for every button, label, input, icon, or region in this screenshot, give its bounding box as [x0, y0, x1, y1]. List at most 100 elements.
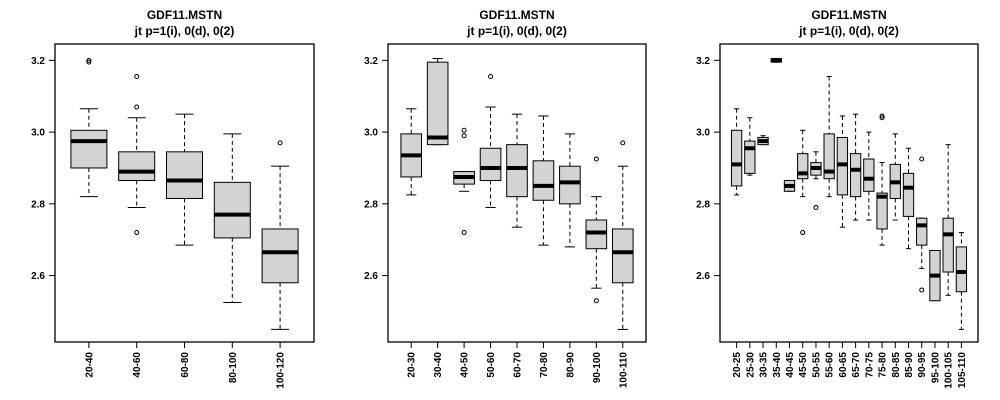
x-tick-label: 50-60 [486, 352, 497, 378]
box-30-35 [757, 135, 769, 146]
outlier-point [86, 57, 92, 63]
outlier-point [879, 113, 885, 119]
box-85-90 [902, 147, 915, 250]
box-70-75 [863, 131, 875, 221]
outlier-point [879, 115, 885, 121]
box-65-70 [849, 113, 862, 221]
outlier-point [488, 73, 494, 79]
x-tick-label: 90-95 [917, 352, 928, 378]
y-tick-label: 3.2 [364, 56, 378, 67]
iqr-box [916, 217, 928, 246]
outlier-point [919, 287, 925, 293]
x-tick-label: 65-70 [851, 352, 862, 378]
plot-frame [719, 43, 979, 343]
box-105-110 [955, 232, 968, 330]
chart-panel-2: GDF11.MSTN jt p=1(i), 0(d), 0(2) 2.6 2.8 3.0… [364, 8, 647, 389]
box-40-60 [118, 73, 156, 236]
y-tick-label: 2.6 [364, 271, 378, 282]
outlier-point [134, 73, 140, 79]
iqr-box [849, 153, 862, 198]
x-tick-label: 80-90 [565, 352, 576, 378]
x-tick-label: 20-25 [732, 352, 743, 378]
outlier-point [461, 230, 467, 236]
chart-title: GDF11.MSTN [811, 8, 886, 22]
box-40-45 [783, 180, 796, 192]
y-tick-label: 2.8 [696, 199, 710, 210]
chart-title: GDF11.MSTN [147, 8, 222, 22]
box-40-50 [453, 127, 475, 236]
box-60-65 [836, 115, 849, 228]
chart-subtitle: jt p=1(i), 0(d), 0(2) [466, 24, 567, 38]
outlier-point [593, 298, 599, 304]
x-tick-label: 70-80 [539, 352, 550, 378]
x-tick-label: 40-60 [132, 352, 143, 378]
outlier-point [277, 140, 283, 146]
iqr-box [611, 228, 634, 284]
chart-panel-3: GDF11.MSTN jt p=1(i), 0(d), 0(2) 2.6 2.8 3.0… [696, 8, 979, 389]
iqr-box [118, 151, 156, 182]
chart-subtitle: jt p=1(i), 0(d), 0(2) [798, 24, 899, 38]
x-tick-label: 40-50 [460, 352, 471, 378]
x-tick-label: 60-70 [513, 352, 524, 378]
y-tick-label: 3.0 [696, 128, 710, 139]
x-tick-label: 105-110 [957, 352, 968, 389]
x-tick-label: 30-40 [433, 352, 444, 378]
box-80-100 [213, 133, 251, 304]
box-75-80 [876, 113, 888, 246]
x-tick-label: 100-120 [276, 352, 287, 389]
y-tick-label: 3.2 [31, 56, 45, 67]
iqr-box [902, 172, 915, 217]
x-tick-label: 45-50 [798, 352, 809, 378]
outlier-point [461, 127, 467, 133]
x-tick-label: 25-30 [745, 352, 756, 378]
box-50-55 [810, 151, 822, 210]
x-tick-label: 85-90 [904, 352, 915, 378]
box-80-90 [559, 133, 581, 248]
x-tick-label: 40-45 [785, 352, 796, 378]
x-tick-label: 35-40 [772, 352, 783, 378]
outlier-point [86, 59, 92, 65]
box-90-95 [916, 156, 928, 293]
outlier-point [800, 230, 806, 236]
x-tick-label: 70-75 [864, 352, 875, 378]
y-tick-label: 3.2 [696, 56, 710, 67]
box-20-40 [70, 57, 108, 198]
iqr-box [955, 246, 968, 293]
outlier-point [813, 204, 819, 210]
y-tick-label: 3.0 [31, 128, 45, 139]
box-20-30 [400, 108, 423, 196]
iqr-box [797, 153, 809, 180]
x-tick-label: 55-60 [825, 352, 836, 378]
y-tick-label: 3.0 [364, 128, 378, 139]
outlier-point [919, 156, 925, 162]
box-80-85 [889, 133, 901, 221]
outlier-point [461, 133, 467, 139]
box-30-40 [426, 58, 449, 146]
chart-title: GDF11.MSTN [479, 8, 554, 22]
outlier-point [134, 104, 140, 110]
iqr-box [506, 144, 528, 198]
box-95-100 [929, 249, 941, 302]
box-50-60 [479, 73, 502, 208]
box-25-30 [744, 117, 756, 176]
iqr-box [744, 140, 756, 174]
x-tick-label: 20-30 [407, 352, 418, 378]
iqr-box [942, 217, 954, 273]
iqr-box [261, 228, 299, 284]
x-tick-label: 75-80 [878, 352, 889, 378]
x-tick-label: 60-65 [838, 352, 849, 378]
x-tick-label: 30-35 [759, 352, 770, 378]
iqr-box [823, 133, 835, 180]
box-60-70 [506, 113, 528, 228]
x-tick-label: 100-110 [618, 352, 629, 389]
y-tick-label: 2.8 [364, 199, 378, 210]
box-70-80 [532, 115, 555, 246]
x-tick-label: 50-55 [811, 352, 822, 378]
box-60-80 [166, 113, 203, 246]
box-35-40 [770, 58, 782, 63]
x-tick-label: 95-100 [930, 352, 941, 384]
outlier-point [620, 140, 626, 146]
iqr-box [863, 158, 875, 192]
iqr-box [166, 151, 203, 199]
